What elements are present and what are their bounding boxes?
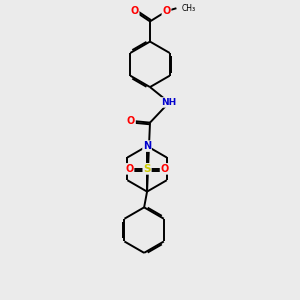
Text: NH: NH [161,98,177,107]
Text: O: O [125,164,134,174]
Text: O: O [127,116,135,126]
Text: CH₃: CH₃ [181,4,195,13]
Text: O: O [162,6,171,16]
Text: S: S [143,164,151,174]
Text: N: N [143,141,151,151]
Text: O: O [160,164,169,174]
Text: O: O [130,6,139,16]
